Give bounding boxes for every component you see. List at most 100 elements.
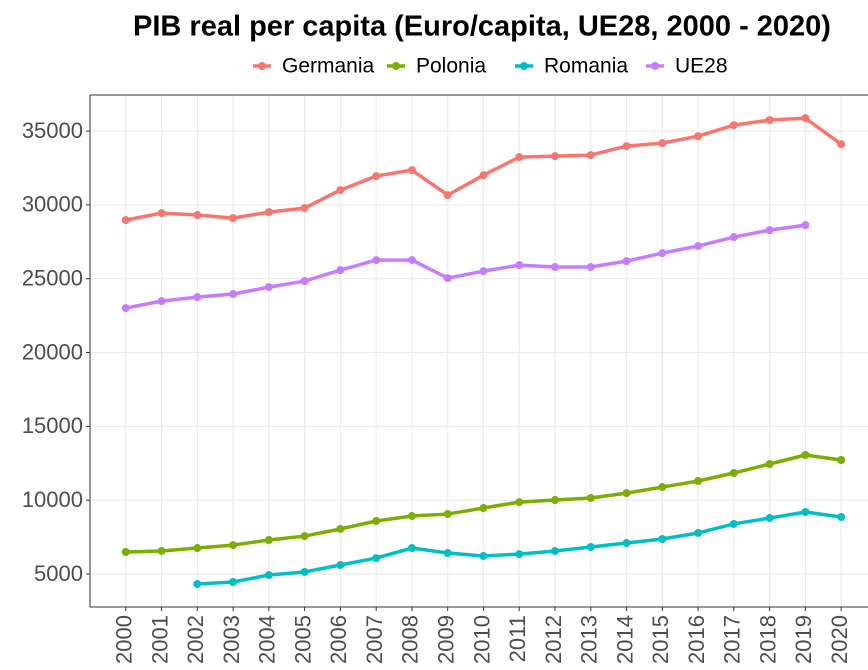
data-point bbox=[229, 577, 238, 586]
data-point bbox=[229, 214, 238, 223]
data-point bbox=[837, 140, 846, 149]
panel-border bbox=[89, 94, 868, 608]
y-tick-label: 25000 bbox=[22, 266, 83, 291]
data-point bbox=[479, 171, 488, 180]
y-tick-label: 20000 bbox=[22, 339, 83, 364]
data-point bbox=[729, 233, 738, 242]
x-tick-label: 2013 bbox=[577, 615, 602, 664]
data-point bbox=[551, 546, 560, 555]
data-point bbox=[264, 283, 273, 292]
data-point bbox=[229, 290, 238, 299]
data-point bbox=[837, 456, 846, 465]
data-point bbox=[801, 450, 810, 459]
data-point bbox=[729, 519, 738, 528]
data-point bbox=[658, 483, 667, 492]
data-point bbox=[801, 507, 810, 516]
data-point bbox=[443, 274, 452, 283]
data-point bbox=[193, 544, 202, 553]
legend-label: Polonia bbox=[416, 55, 486, 78]
legend-key bbox=[258, 62, 266, 70]
data-point bbox=[551, 496, 560, 505]
data-point bbox=[407, 544, 416, 553]
y-tick-label: 15000 bbox=[22, 413, 83, 438]
data-point bbox=[586, 542, 595, 551]
data-point bbox=[622, 142, 631, 151]
x-tick-label: 2002 bbox=[183, 615, 208, 664]
data-point bbox=[336, 186, 345, 195]
x-tick-label: 2015 bbox=[648, 615, 673, 664]
x-tick-label: 2008 bbox=[398, 615, 423, 664]
data-point bbox=[586, 493, 595, 502]
data-point bbox=[193, 293, 202, 302]
data-point bbox=[694, 242, 703, 251]
y-tick-label: 5000 bbox=[34, 561, 83, 586]
data-point bbox=[157, 297, 166, 306]
legend-label: Germania bbox=[282, 55, 375, 78]
data-point bbox=[121, 216, 130, 225]
data-point bbox=[336, 524, 345, 533]
x-tick-label: 2004 bbox=[255, 615, 280, 664]
x-tick-label: 2020 bbox=[827, 615, 852, 664]
series-line bbox=[125, 223, 806, 310]
data-point bbox=[264, 536, 273, 545]
x-tick-label: 2019 bbox=[791, 615, 816, 664]
x-tick-label: 2016 bbox=[684, 615, 709, 664]
data-point bbox=[622, 257, 631, 266]
data-point bbox=[479, 267, 488, 276]
data-point bbox=[300, 567, 309, 576]
data-point bbox=[586, 151, 595, 160]
data-point bbox=[372, 517, 381, 526]
data-point bbox=[801, 221, 810, 230]
x-tick-label: 2000 bbox=[112, 615, 137, 664]
x-tick-label: 2011 bbox=[505, 615, 530, 662]
data-point bbox=[515, 153, 524, 162]
data-point bbox=[407, 166, 416, 175]
data-point bbox=[515, 261, 524, 270]
data-point bbox=[336, 561, 345, 570]
data-point bbox=[372, 256, 381, 265]
data-point bbox=[193, 211, 202, 220]
data-point bbox=[837, 513, 846, 522]
legend-key bbox=[392, 62, 400, 70]
data-point bbox=[229, 541, 238, 550]
data-point bbox=[443, 191, 452, 200]
data-point bbox=[515, 498, 524, 507]
y-tick-label: 30000 bbox=[22, 192, 83, 217]
data-point bbox=[300, 204, 309, 213]
x-tick-label: 2009 bbox=[434, 615, 459, 664]
y-tick-label: 35000 bbox=[22, 118, 83, 143]
chart-title: PIB real per capita (Euro/capita, UE28, … bbox=[133, 11, 831, 43]
data-point bbox=[264, 571, 273, 580]
data-point bbox=[551, 263, 560, 272]
data-point bbox=[729, 469, 738, 478]
data-point bbox=[765, 514, 774, 523]
data-point bbox=[729, 121, 738, 130]
legend-key bbox=[520, 62, 528, 70]
x-tick-label: 2001 bbox=[147, 615, 172, 664]
x-tick-label: 2018 bbox=[755, 615, 780, 664]
data-point bbox=[157, 546, 166, 555]
data-point bbox=[694, 132, 703, 141]
x-tick-label: 2005 bbox=[290, 615, 315, 664]
x-tick-label: 2012 bbox=[541, 615, 566, 664]
y-tick-label: 10000 bbox=[22, 487, 83, 512]
data-point bbox=[765, 226, 774, 235]
data-point bbox=[407, 256, 416, 265]
data-point bbox=[658, 535, 667, 544]
data-point bbox=[407, 511, 416, 520]
data-point bbox=[515, 550, 524, 559]
legend-label: UE28 bbox=[675, 55, 728, 78]
data-point bbox=[765, 116, 774, 125]
data-point bbox=[765, 460, 774, 469]
data-point bbox=[551, 152, 560, 161]
data-point bbox=[622, 489, 631, 498]
x-tick-label: 2007 bbox=[362, 615, 387, 664]
x-tick-label: 2010 bbox=[469, 615, 494, 664]
legend-label: Romania bbox=[544, 55, 628, 78]
data-point bbox=[443, 549, 452, 558]
data-point bbox=[622, 539, 631, 548]
x-tick-label: 2003 bbox=[219, 615, 244, 664]
data-point bbox=[300, 532, 309, 541]
data-point bbox=[193, 580, 202, 589]
